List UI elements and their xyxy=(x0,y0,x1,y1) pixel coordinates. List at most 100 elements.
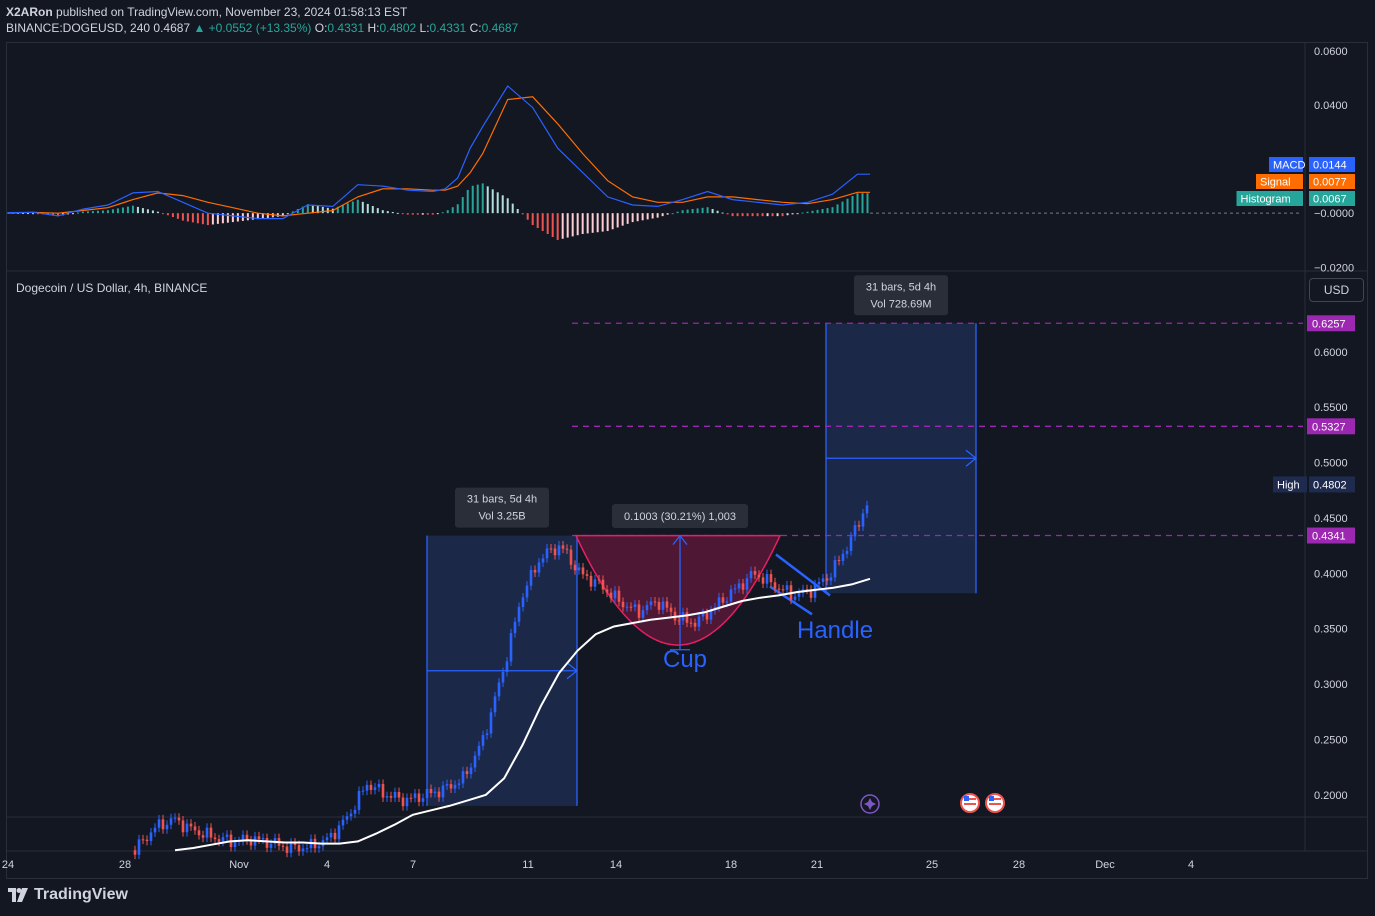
histogram-bar xyxy=(601,213,604,232)
histogram-bar xyxy=(81,211,84,214)
histogram-bar xyxy=(496,192,499,214)
histogram-bar xyxy=(506,198,509,214)
candle-body xyxy=(549,548,553,550)
tradingview-footer[interactable]: TradingView xyxy=(8,886,128,904)
histogram-bar xyxy=(866,193,869,214)
measure-box-label-bg xyxy=(854,275,948,316)
candle-body xyxy=(581,567,585,575)
candle-body xyxy=(461,771,465,784)
candle-body xyxy=(705,613,709,620)
currency-button[interactable]: USD xyxy=(1309,278,1364,302)
candle-body xyxy=(133,850,137,855)
histogram-bar xyxy=(71,213,74,215)
published-text: published on TradingView.com, November 2… xyxy=(56,5,408,19)
candle-body xyxy=(429,788,433,794)
histogram-bar xyxy=(646,213,649,220)
symbol-label[interactable]: BINANCE:DOGEUSD, 240 xyxy=(6,21,151,35)
histogram-bar xyxy=(796,213,799,215)
histogram-bar xyxy=(731,213,734,217)
x-tick-label: Nov xyxy=(229,859,249,871)
high-marker-value-tag xyxy=(1309,476,1355,493)
candle-body xyxy=(341,819,345,826)
candle-body xyxy=(261,838,265,840)
histogram-bar xyxy=(791,213,794,215)
histogram-bar xyxy=(126,206,129,214)
candle-body xyxy=(161,819,165,830)
candle-body xyxy=(397,791,401,798)
histogram-bar xyxy=(311,205,314,214)
level-price-label: 0.4341 xyxy=(1312,531,1346,543)
histogram-bar xyxy=(356,199,359,214)
histogram-bar xyxy=(141,208,144,214)
candle-body xyxy=(205,827,209,838)
candle-body xyxy=(285,846,289,853)
candle-body xyxy=(593,579,597,587)
publish-line: X2ARon published on TradingView.com, Nov… xyxy=(6,4,518,20)
chart-frame[interactable] xyxy=(6,42,1368,879)
publisher-name[interactable]: X2ARon xyxy=(6,5,53,19)
candle-body xyxy=(337,825,341,840)
histogram-bar xyxy=(736,213,739,217)
candle-body xyxy=(293,842,297,846)
histogram-bar xyxy=(401,213,404,215)
histogram-bar xyxy=(101,210,104,214)
histogram-bar xyxy=(676,211,679,214)
candle-body xyxy=(813,584,817,598)
candle-body xyxy=(585,574,589,576)
price-y-tick-label: 0.6000 xyxy=(1314,347,1348,359)
x-tick-label: 4 xyxy=(324,859,330,871)
macd-legend-macd-value: 0.0144 xyxy=(1313,160,1347,172)
candle-body xyxy=(213,837,217,840)
handle-annotation-label: Handle xyxy=(797,617,873,644)
macd-legend-histogram-value-tag xyxy=(1309,191,1355,206)
histogram-bar xyxy=(636,213,639,222)
histogram-bar xyxy=(541,213,544,232)
candle-body xyxy=(665,601,669,608)
histogram-bar xyxy=(786,213,789,216)
level-price-tag xyxy=(1307,418,1355,435)
level-price-label: 0.6257 xyxy=(1312,318,1346,330)
histogram-bar xyxy=(361,201,364,214)
histogram-bar xyxy=(641,213,644,221)
candle-body xyxy=(857,525,861,527)
histogram-bar xyxy=(431,213,434,215)
candle-body xyxy=(245,834,249,841)
price-y-tick-label: 0.3500 xyxy=(1314,624,1348,636)
histogram-bar xyxy=(421,213,424,215)
candle-body xyxy=(441,785,445,798)
histogram-bar xyxy=(91,211,94,214)
candle-body xyxy=(577,567,581,571)
histogram-bar xyxy=(491,189,494,214)
candle-body xyxy=(345,816,349,820)
histogram-bar xyxy=(501,195,504,214)
histogram-bar xyxy=(216,213,219,224)
candle-body xyxy=(821,578,825,582)
histogram-bar xyxy=(441,212,444,214)
histogram-bar xyxy=(776,213,779,217)
histogram-bar xyxy=(806,211,809,214)
histogram-bar xyxy=(116,208,119,214)
histogram-bar xyxy=(291,211,294,214)
x-tick-label: 25 xyxy=(926,859,938,871)
candle-body xyxy=(849,536,853,551)
candle-body xyxy=(697,616,701,627)
candle-body xyxy=(733,588,737,590)
x-tick-label: 7 xyxy=(410,859,416,871)
low-label: L: xyxy=(419,21,430,35)
macd-legend-histogram-label: Histogram xyxy=(1241,194,1291,206)
histogram-bar xyxy=(201,213,204,225)
macd-y-tick-label: −0.0200 xyxy=(1314,262,1354,274)
histogram-bar xyxy=(51,213,54,216)
cup-shape xyxy=(574,534,782,646)
histogram-bar xyxy=(706,207,709,214)
candle-body xyxy=(845,550,849,554)
candle-body xyxy=(361,790,365,792)
candle-body xyxy=(217,839,221,842)
price-y-tick-label: 0.2000 xyxy=(1314,790,1348,802)
histogram-bar xyxy=(256,213,259,220)
histogram-bar xyxy=(846,198,849,214)
candle-body xyxy=(565,548,569,550)
histogram-bar xyxy=(191,213,194,223)
candle-body xyxy=(465,771,469,775)
